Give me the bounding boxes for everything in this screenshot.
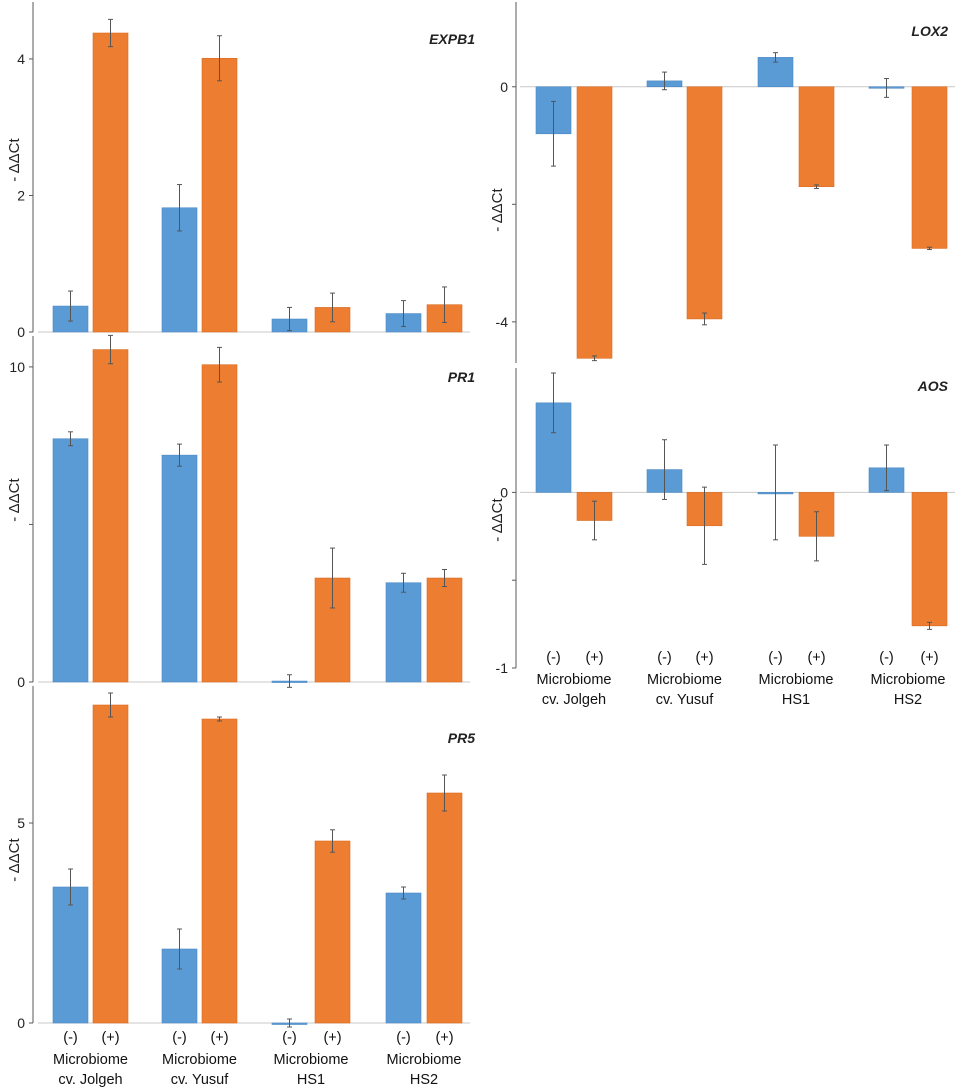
treatment-label-plus: (+) <box>435 1030 453 1046</box>
bar-plus <box>426 577 463 683</box>
category-label-line1: Microbiome <box>871 672 946 688</box>
y-axis-label: - ΔΔCt <box>6 837 23 881</box>
panel-expb1: 0 2 4 EXPB1 - ΔΔCt <box>6 2 475 340</box>
y-axis-label: - ΔΔCt <box>489 187 506 231</box>
treatment-label-minus: (-) <box>282 1030 297 1046</box>
bar-plus <box>92 704 129 1024</box>
treatment-label-plus: (+) <box>807 650 825 666</box>
treatment-label-plus: (+) <box>585 650 603 666</box>
category-label-line2: HS2 <box>894 692 922 708</box>
category-label-line2: HS1 <box>782 692 810 708</box>
bar-plus <box>576 86 613 359</box>
bar-minus <box>385 892 422 1024</box>
treatment-label-plus: (+) <box>323 1030 341 1046</box>
treatment-label-minus: (-) <box>396 1030 411 1046</box>
treatment-label-minus: (-) <box>172 1030 187 1046</box>
panel-pr5: 0 5 PR5 - ΔΔCt <box>6 686 475 1031</box>
bar-minus <box>52 886 89 1024</box>
category-label-line1: Microbiome <box>53 1052 128 1068</box>
y-tick-label: 0 <box>500 484 508 500</box>
treatment-label-plus: (+) <box>101 1030 119 1046</box>
panel-lox2: -4 0 LOX2 - ΔΔCt <box>489 2 955 363</box>
bar-plus <box>911 86 948 249</box>
bar-plus <box>201 57 238 333</box>
category-label-line2: HS1 <box>297 1072 325 1088</box>
panel-aos: -1 0 AOS - ΔΔCt <box>489 368 955 676</box>
gene-label: PR5 <box>448 730 475 746</box>
category-label-line2: cv. Jolgeh <box>542 692 606 708</box>
bar-minus <box>52 438 89 683</box>
x-axis-labels-left: (-) (+) Microbiome cv. Jolgeh (-) (+) Microbio… <box>53 1030 461 1088</box>
gene-label: AOS <box>917 378 949 394</box>
gene-label: LOX2 <box>911 23 948 39</box>
y-tick-label: 0 <box>17 324 25 340</box>
treatment-label-minus: (-) <box>63 1030 78 1046</box>
bar-minus <box>757 57 794 88</box>
y-tick-label: 10 <box>9 359 25 375</box>
category-label-line2: cv. Jolgeh <box>58 1072 122 1088</box>
y-tick-label: 0 <box>17 1015 25 1031</box>
treatment-label-minus: (-) <box>879 650 894 666</box>
y-tick-label: -4 <box>496 314 509 330</box>
category-label-line2: cv. Yusuf <box>656 692 714 708</box>
category-label-line1: Microbiome <box>387 1052 462 1068</box>
x-axis-labels-right: (-) (+) Microbiome cv. Jolgeh (-) (+) Microbio… <box>537 650 946 708</box>
bar-plus <box>686 86 723 320</box>
y-axis-label: - ΔΔCt <box>489 497 506 541</box>
treatment-label-minus: (-) <box>768 650 783 666</box>
category-label-line1: Microbiome <box>537 672 612 688</box>
category-label-line2: HS2 <box>410 1072 438 1088</box>
panel-pr1: 0 10 PR1 - ΔΔCt <box>6 334 475 690</box>
y-tick-label: 0 <box>17 674 25 690</box>
treatment-label-plus: (+) <box>210 1030 228 1046</box>
bar-minus <box>161 454 198 683</box>
bar-plus <box>798 86 835 187</box>
category-label-line2: cv. Yusuf <box>171 1072 229 1088</box>
bar-plus <box>314 840 351 1024</box>
bar-plus <box>201 718 238 1024</box>
bar-plus <box>92 349 129 683</box>
y-tick-label: 0 <box>500 79 508 95</box>
treatment-label-plus: (+) <box>695 650 713 666</box>
y-tick-label: -1 <box>496 660 509 676</box>
y-axis-label: - ΔΔCt <box>6 477 23 521</box>
bar-plus <box>426 792 463 1024</box>
y-axis-label: - ΔΔCt <box>6 137 23 181</box>
y-tick-label: 4 <box>17 51 25 67</box>
treatment-label-minus: (-) <box>657 650 672 666</box>
treatment-label-minus: (-) <box>546 650 561 666</box>
bar-plus <box>201 364 238 683</box>
category-label-line1: Microbiome <box>162 1052 237 1068</box>
y-tick-label: 5 <box>17 815 25 831</box>
category-label-line1: Microbiome <box>647 672 722 688</box>
treatment-label-plus: (+) <box>920 650 938 666</box>
bar-plus <box>92 32 129 333</box>
category-label-line1: Microbiome <box>759 672 834 688</box>
category-label-line1: Microbiome <box>274 1052 349 1068</box>
y-tick-label: 2 <box>17 187 25 203</box>
bar-minus <box>385 582 422 683</box>
gene-label: PR1 <box>448 369 475 385</box>
gene-label: EXPB1 <box>429 31 475 47</box>
bar-plus <box>911 492 948 627</box>
